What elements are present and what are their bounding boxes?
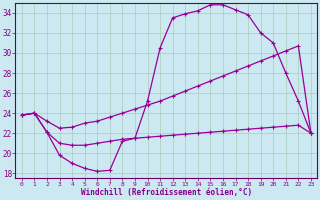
X-axis label: Windchill (Refroidissement éolien,°C): Windchill (Refroidissement éolien,°C) [81,188,252,197]
